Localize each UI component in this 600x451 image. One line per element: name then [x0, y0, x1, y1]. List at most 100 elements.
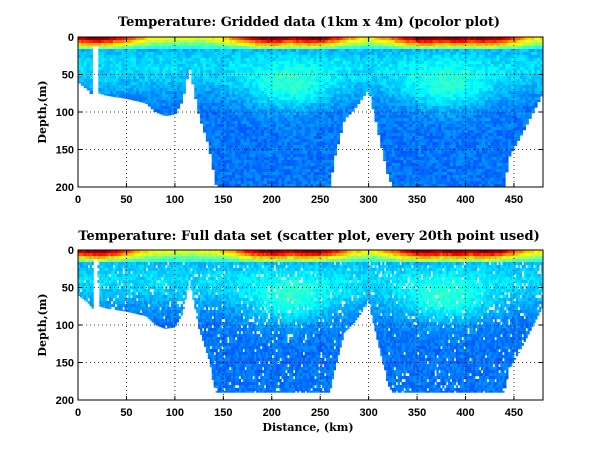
heatmap-cell	[197, 85, 201, 89]
heatmap-cell	[374, 61, 378, 65]
heatmap-cell	[316, 160, 320, 164]
heatmap-cell	[374, 49, 378, 53]
heatmap-cell	[298, 94, 303, 98]
heatmap-cell	[275, 121, 279, 125]
heatmap-cell	[319, 67, 323, 71]
heatmap-cell	[208, 79, 213, 83]
heatmap-cell	[266, 58, 271, 62]
heatmap-cell	[307, 73, 311, 77]
heatmap-cell	[243, 37, 247, 41]
heatmap-cell	[310, 133, 314, 137]
heatmap-cell	[89, 43, 93, 47]
heatmap-cell	[423, 103, 428, 107]
heatmap-cell	[234, 175, 239, 179]
heatmap-cell	[441, 55, 445, 59]
heatmap-cell	[362, 85, 367, 89]
heatmap-cell	[278, 94, 282, 98]
heatmap-cell	[147, 58, 152, 62]
heatmap-cell	[307, 172, 311, 176]
heatmap-cell	[139, 91, 143, 95]
heatmap-cell	[147, 52, 152, 56]
heatmap-cell	[406, 64, 410, 68]
heatmap-cell	[426, 160, 431, 164]
heatmap-cell	[107, 46, 111, 50]
heatmap-cell	[310, 109, 314, 113]
heatmap-cell	[80, 82, 85, 86]
heatmap-cell	[423, 94, 428, 98]
heatmap-cell	[298, 37, 303, 41]
heatmap-cell	[258, 85, 262, 89]
heatmap-cell	[171, 112, 175, 116]
heatmap-cell	[83, 67, 88, 71]
heatmap-cell	[278, 82, 282, 86]
heatmap-cell	[313, 94, 317, 98]
heatmap-cell	[298, 121, 303, 125]
heatmap-cell	[397, 43, 401, 47]
heatmap-cell	[112, 82, 117, 86]
heatmap-cell	[188, 37, 192, 41]
heatmap-cell	[208, 58, 213, 62]
heatmap-cell	[252, 61, 256, 65]
heatmap-cell	[400, 37, 404, 41]
heatmap-cell	[107, 52, 111, 56]
heatmap-cell	[104, 91, 108, 95]
heatmap-cell	[136, 88, 140, 92]
heatmap-cell	[182, 46, 186, 50]
heatmap-cell	[316, 64, 320, 68]
heatmap-cell	[78, 40, 82, 44]
heatmap-cell	[438, 127, 442, 131]
heatmap-cell	[368, 49, 372, 53]
heatmap-cell	[258, 157, 262, 161]
heatmap-cell	[412, 61, 416, 65]
heatmap-cell	[275, 115, 279, 119]
heatmap-cell	[214, 103, 218, 107]
heatmap-cell	[211, 91, 215, 95]
heatmap-cell	[301, 136, 306, 140]
heatmap-cell	[420, 85, 425, 89]
heatmap-cell	[423, 145, 428, 149]
heatmap-cell	[162, 58, 166, 62]
heatmap-cell	[176, 88, 181, 92]
heatmap-cell	[380, 85, 384, 89]
heatmap-cell	[452, 163, 457, 167]
heatmap-cell	[330, 145, 335, 149]
heatmap-cell	[153, 100, 157, 104]
heatmap-cell	[403, 91, 407, 95]
heatmap-cell	[261, 85, 265, 89]
heatmap-cell	[208, 40, 213, 44]
heatmap-cell	[438, 49, 442, 53]
heatmap-cell	[258, 40, 262, 44]
heatmap-cell	[223, 109, 227, 113]
heatmap-cell	[307, 115, 311, 119]
heatmap-cell	[452, 133, 457, 137]
heatmap-cell	[447, 154, 451, 158]
heatmap-cell	[139, 73, 143, 77]
heatmap-cell	[310, 61, 314, 65]
heatmap-cell	[293, 52, 297, 56]
heatmap-cell	[313, 181, 317, 185]
heatmap-cell	[371, 70, 375, 74]
heatmap-cell	[432, 109, 436, 113]
heatmap-cell	[220, 67, 224, 71]
heatmap-cell	[298, 112, 303, 116]
heatmap-cell	[394, 73, 399, 77]
heatmap-cell	[136, 100, 140, 102]
heatmap-cell	[447, 82, 451, 86]
heatmap-cell	[380, 79, 384, 83]
heatmap-cell	[371, 106, 375, 110]
heatmap-cell	[255, 91, 259, 95]
heatmap-cell	[418, 52, 422, 56]
heatmap-cell	[156, 61, 160, 65]
heatmap-cell	[418, 94, 422, 98]
heatmap-cell	[316, 109, 320, 113]
heatmap-cell	[208, 109, 213, 113]
heatmap-cell	[223, 46, 227, 50]
heatmap-cell	[301, 160, 306, 164]
heatmap-cell	[432, 127, 436, 131]
heatmap-cell	[380, 136, 384, 140]
heatmap-cell	[197, 37, 201, 41]
heatmap-cell	[249, 61, 253, 65]
heatmap-cell	[124, 70, 128, 74]
heatmap-cell	[78, 49, 82, 53]
heatmap-cell	[461, 163, 465, 167]
